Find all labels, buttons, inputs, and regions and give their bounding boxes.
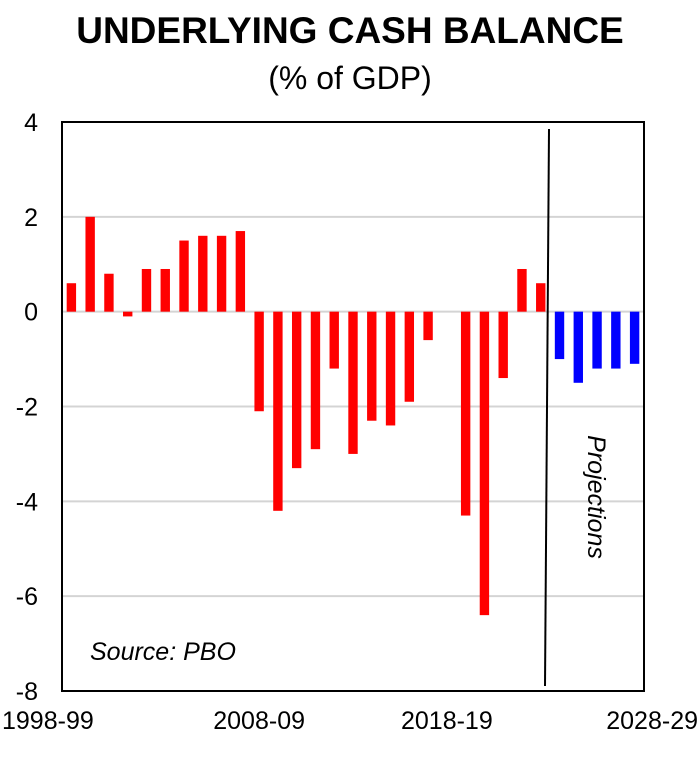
- bar-2009-10: [273, 311, 283, 511]
- chart-subtitle: (% of GDP): [268, 60, 432, 96]
- bar-2000-01: [104, 273, 114, 312]
- y-tick-label: -8: [16, 678, 38, 706]
- y-tick-label: 0: [24, 299, 38, 327]
- bar-2027-28: [611, 311, 621, 369]
- bar-2023-24: [536, 283, 546, 312]
- bars: [66, 216, 640, 616]
- y-tick-label: -2: [16, 394, 38, 422]
- bar-1998-99: [66, 283, 77, 312]
- bar-2015-16: [385, 311, 396, 426]
- projections-label: Projections: [582, 435, 610, 559]
- bar-2008-09: [254, 311, 264, 412]
- bar-2005-06: [198, 235, 208, 312]
- y-tick-label: 4: [24, 109, 38, 137]
- bar-2026-27: [592, 311, 602, 369]
- bar-2014-15: [367, 311, 377, 421]
- bar-2021-22: [498, 311, 508, 379]
- bar-1999-00: [85, 216, 95, 312]
- bar-2025-26: [573, 311, 583, 383]
- bar-2024-25: [554, 311, 565, 360]
- bar-2019-20: [460, 311, 471, 516]
- bar-2007-08: [235, 231, 246, 312]
- projections-divider-line: [544, 128, 550, 687]
- bar-2028-29: [629, 311, 640, 364]
- bar-2013-14: [348, 311, 358, 454]
- x-tick-label: 2018-19: [401, 707, 493, 735]
- bar-2004-05: [179, 240, 189, 312]
- bar-2012-13: [329, 311, 339, 369]
- x-axis-ticks: 1998-99 2008-09 2018-19 2028-29: [2, 707, 698, 735]
- y-tick-label: -6: [16, 583, 38, 611]
- bar-2017-18: [423, 311, 433, 341]
- bar-2020-21: [479, 311, 490, 616]
- x-tick-label: 1998-99: [2, 707, 94, 735]
- bar-2011-12: [310, 311, 321, 450]
- bar-2002-03: [141, 268, 152, 312]
- source-label: Source: PBO: [90, 638, 236, 666]
- bar-2016-17: [404, 311, 415, 402]
- bar-2001-02: [123, 311, 133, 317]
- y-axis-ticks: 4 2 0 -2 -4 -6 -8: [16, 109, 38, 706]
- y-tick-label: -4: [16, 488, 38, 516]
- plot-frame: [61, 121, 645, 692]
- y-tick-label: 2: [24, 204, 38, 232]
- chart-title: UNDERLYING CASH BALANCE: [76, 10, 624, 51]
- bar-2003-04: [160, 268, 170, 312]
- bar-2022-23: [517, 268, 527, 312]
- bar-2006-07: [216, 235, 227, 312]
- x-tick-label: 2008-09: [213, 707, 305, 735]
- x-tick-label: 2028-29: [606, 707, 698, 735]
- bar-2010-11: [291, 311, 302, 469]
